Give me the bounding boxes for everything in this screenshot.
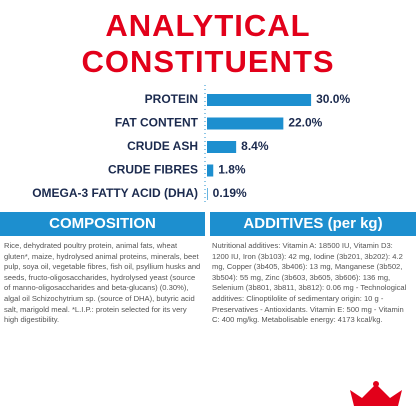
bar <box>207 188 208 200</box>
category-label: FAT CONTENT <box>115 116 199 130</box>
bar <box>207 94 312 106</box>
additives-header: ADDITIVES (per kg) <box>210 212 416 236</box>
value-label: 0.19% <box>213 186 247 200</box>
category-label: PROTEIN <box>145 92 198 106</box>
chart: PROTEIN 30.0% FAT CONTENT 22.0% CRUDE ASH 8.4… <box>32 85 350 205</box>
additives-text: Nutritional additives: Vitamin A: 18500 … <box>212 241 407 325</box>
category-label: OMEGA-3 FATTY ACID (DHA) <box>32 186 198 200</box>
value-label: 1.8% <box>218 163 246 177</box>
chart-title: ANALYTICAL CONSTITUENTS <box>81 8 335 79</box>
value-label: 8.4% <box>241 139 269 153</box>
value-label: 22.0% <box>288 116 322 130</box>
bar <box>207 164 214 177</box>
bar <box>207 117 284 130</box>
value-label: 30.0% <box>316 92 350 106</box>
logo <box>350 381 402 406</box>
bar <box>207 141 237 153</box>
composition-text: Rice, dehydrated poultry protein, animal… <box>4 241 201 325</box>
category-label: CRUDE ASH <box>127 139 198 153</box>
composition-header: COMPOSITION <box>0 212 205 236</box>
category-label: CRUDE FIBRES <box>108 163 198 177</box>
